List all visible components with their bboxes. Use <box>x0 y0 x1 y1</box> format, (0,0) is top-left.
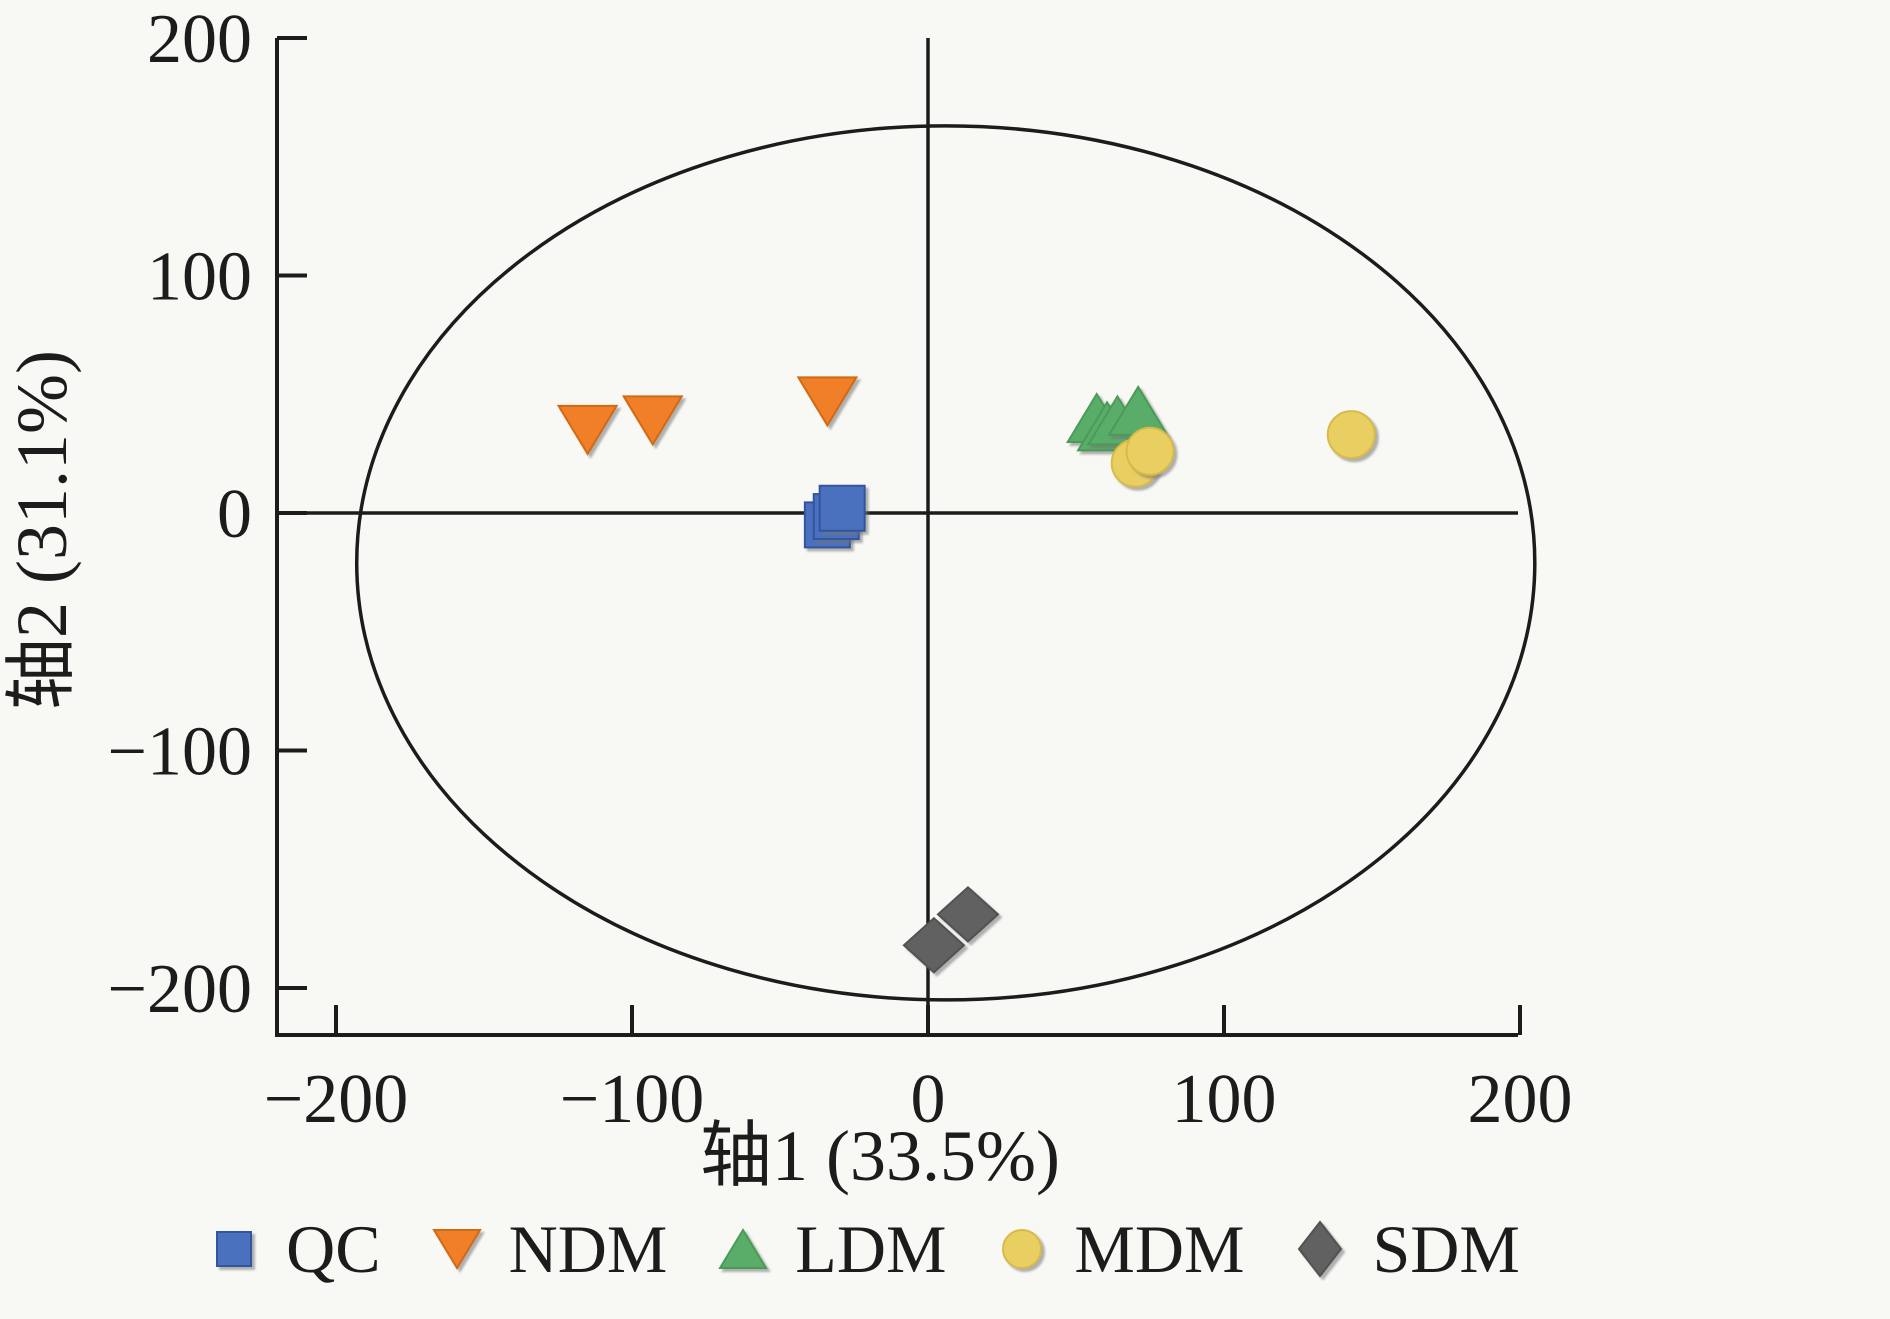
confidence-ellipse <box>354 124 1537 1002</box>
y-axis-tick-label: 0 <box>217 476 252 553</box>
point-NDM-2 <box>796 376 859 428</box>
legend-item-MDM: MDM <box>990 1215 1244 1283</box>
legend-item-QC: QC <box>202 1211 381 1287</box>
point-MDM-2 <box>1326 410 1376 460</box>
x-axis-title: 轴1 (33.5%) <box>700 1116 1060 1196</box>
legend-label: QC <box>286 1211 381 1287</box>
series-LDM <box>1065 384 1169 452</box>
legend-item-LDM: LDM <box>711 1215 946 1283</box>
x-axis-tick-label: −100 <box>560 1061 704 1138</box>
y-axis-title: 轴2 (31.1%) <box>2 350 82 710</box>
point-SDM-0 <box>902 916 966 974</box>
point-SDM-1 <box>936 886 1000 943</box>
legend-item-SDM: SDM <box>1288 1211 1520 1287</box>
point-MDM-1 <box>1125 426 1175 476</box>
y-axis-tick-label: 200 <box>147 1 252 78</box>
legend-marker-circle-icon <box>1002 1229 1043 1269</box>
point-NDM-0 <box>556 404 619 456</box>
legend-marker-triangle-down-icon <box>431 1229 482 1270</box>
legend-marker-diamond-icon <box>1298 1220 1343 1278</box>
series-SDM <box>902 886 1000 974</box>
x-axis-tick-label: 100 <box>1172 1061 1277 1138</box>
legend-marker-triangle-up-icon <box>718 1228 769 1269</box>
y-axis-tick-label: −200 <box>108 951 252 1028</box>
legend-item-NDM: NDM <box>425 1211 668 1287</box>
legend-label: SDM <box>1372 1211 1520 1287</box>
legend-label: NDM <box>508 1211 668 1287</box>
series-NDM <box>556 376 859 456</box>
point-NDM-1 <box>621 395 684 447</box>
chart-legend: QC NDM LDM MDM SDM <box>0 1215 1806 1283</box>
point-QC-2 <box>818 484 866 532</box>
legend-marker-square-icon <box>216 1231 253 1267</box>
x-axis-tick-label: 200 <box>1468 1061 1573 1138</box>
series-QC <box>803 484 866 549</box>
x-axis-tick-label: 0 <box>911 1061 946 1138</box>
x-axis-tick-label: −200 <box>264 1061 408 1138</box>
series-MDM <box>1110 410 1376 488</box>
legend-label: LDM <box>795 1211 947 1287</box>
y-axis-tick-label: 100 <box>147 239 252 316</box>
legend-label: MDM <box>1074 1211 1245 1287</box>
y-axis-tick-label: −100 <box>108 714 252 791</box>
